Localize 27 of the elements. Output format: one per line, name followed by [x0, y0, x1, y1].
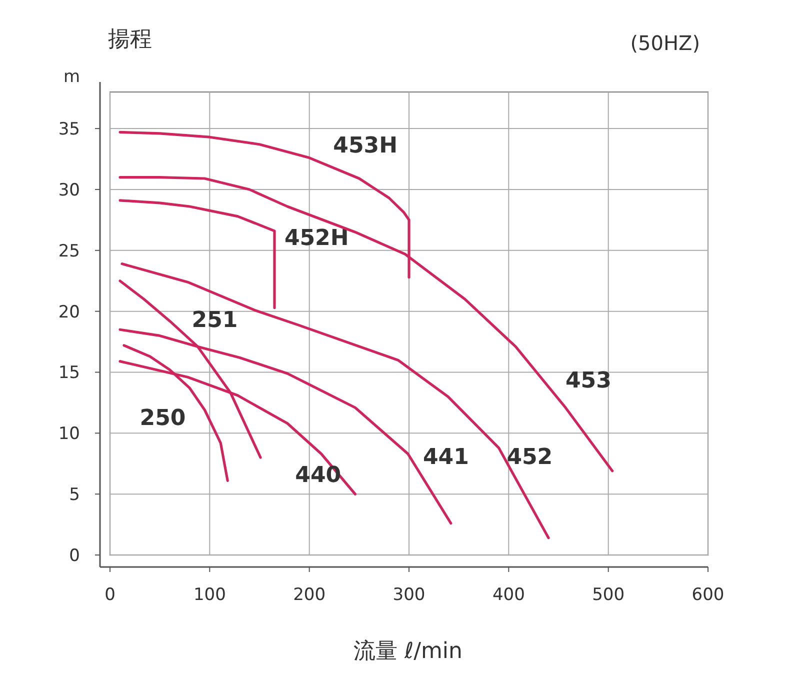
series-label: 452 — [506, 444, 553, 470]
y-tick-label: 15 — [58, 363, 80, 384]
x-axis-title: 流量 ℓ/min — [354, 639, 462, 664]
x-tick-label: 100 — [193, 585, 226, 605]
series-label: 441 — [423, 444, 469, 470]
series-label: 250 — [140, 406, 186, 431]
y-tick-label: 5 — [69, 485, 80, 506]
x-tick-label: 500 — [592, 585, 625, 605]
y-tick-label: 20 — [58, 302, 80, 322]
x-tick-label: 400 — [492, 585, 525, 605]
y-tick-label: 25 — [58, 241, 80, 262]
x-tick-label: 600 — [692, 585, 724, 605]
chart-subtitle: (50HZ) — [630, 31, 700, 55]
y-axis-title: 揚程 — [108, 27, 152, 52]
series-label: 453 — [565, 368, 612, 394]
x-tick-label: 200 — [293, 585, 326, 605]
x-tick-label: 0 — [104, 585, 116, 605]
series-label: 251 — [192, 308, 238, 334]
y-tick-label: 0 — [69, 546, 80, 566]
y-tick-label: 30 — [58, 180, 80, 200]
series-label: 453H — [333, 134, 398, 159]
series-label: 452H — [284, 226, 349, 251]
text: m — [63, 67, 80, 87]
x-tick-label: 300 — [392, 585, 426, 605]
series-label: 440 — [295, 463, 342, 488]
y-tick-label: 10 — [58, 424, 80, 444]
y-tick-label: 35 — [58, 120, 80, 140]
